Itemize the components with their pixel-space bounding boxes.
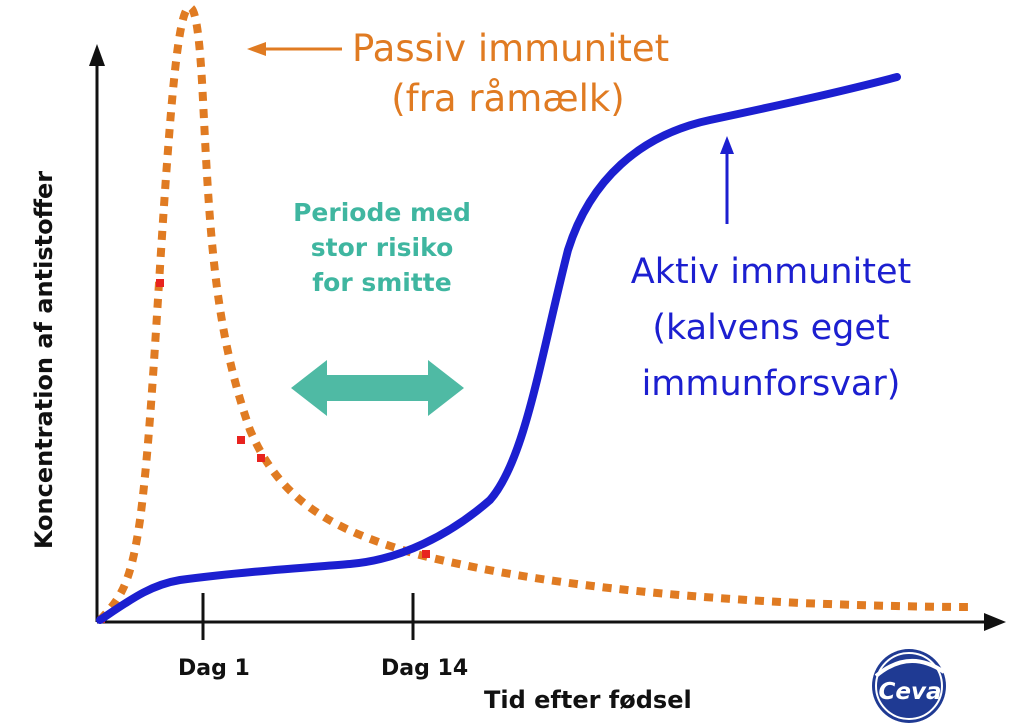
ceva-logo: Ceva (872, 649, 946, 723)
critical-dot (257, 454, 265, 462)
risk-label-line-1: Periode med (293, 198, 471, 227)
active-label-line-3: immunforsvar) (641, 364, 901, 404)
active-immunity-curve (96, 73, 901, 624)
x-axis-arrowhead (984, 613, 1006, 631)
tick-label-dag-1: Dag 1 (178, 656, 250, 681)
critical-dot (156, 279, 164, 287)
active-label-arrowhead (720, 136, 734, 154)
active-label-line-2: (kalvens eget (652, 308, 890, 348)
x-axis-title: Tid efter fødsel (484, 686, 692, 714)
passive-label-arrowhead (247, 42, 266, 56)
y-axis-title: Koncentration af antistoffer (30, 170, 58, 550)
passive-label-line-1: Passiv immunitet (352, 27, 670, 70)
active-immunity-label: Aktiv immunitet (kalvens eget immunforsv… (612, 244, 930, 412)
risk-label-line-3: for smitte (312, 268, 452, 297)
passive-immunity-curve (97, 3, 969, 623)
critical-dot (237, 436, 245, 444)
risk-label-line-2: stor risiko (310, 233, 454, 262)
active-label-line-1: Aktiv immunitet (630, 252, 912, 292)
passive-immunity-label: Passiv immunitet (fra råmælk) (352, 24, 670, 124)
critical-dot (422, 550, 430, 558)
passive-label-line-2: (fra råmælk) (391, 77, 625, 120)
ceva-logo-text: Ceva (879, 679, 942, 705)
y-axis-arrowhead (89, 44, 105, 66)
risk-period-double-arrow (291, 360, 464, 416)
tick-label-dag-14: Dag 14 (381, 656, 469, 681)
risk-period-label: Periode med stor risiko for smitte (282, 195, 482, 300)
